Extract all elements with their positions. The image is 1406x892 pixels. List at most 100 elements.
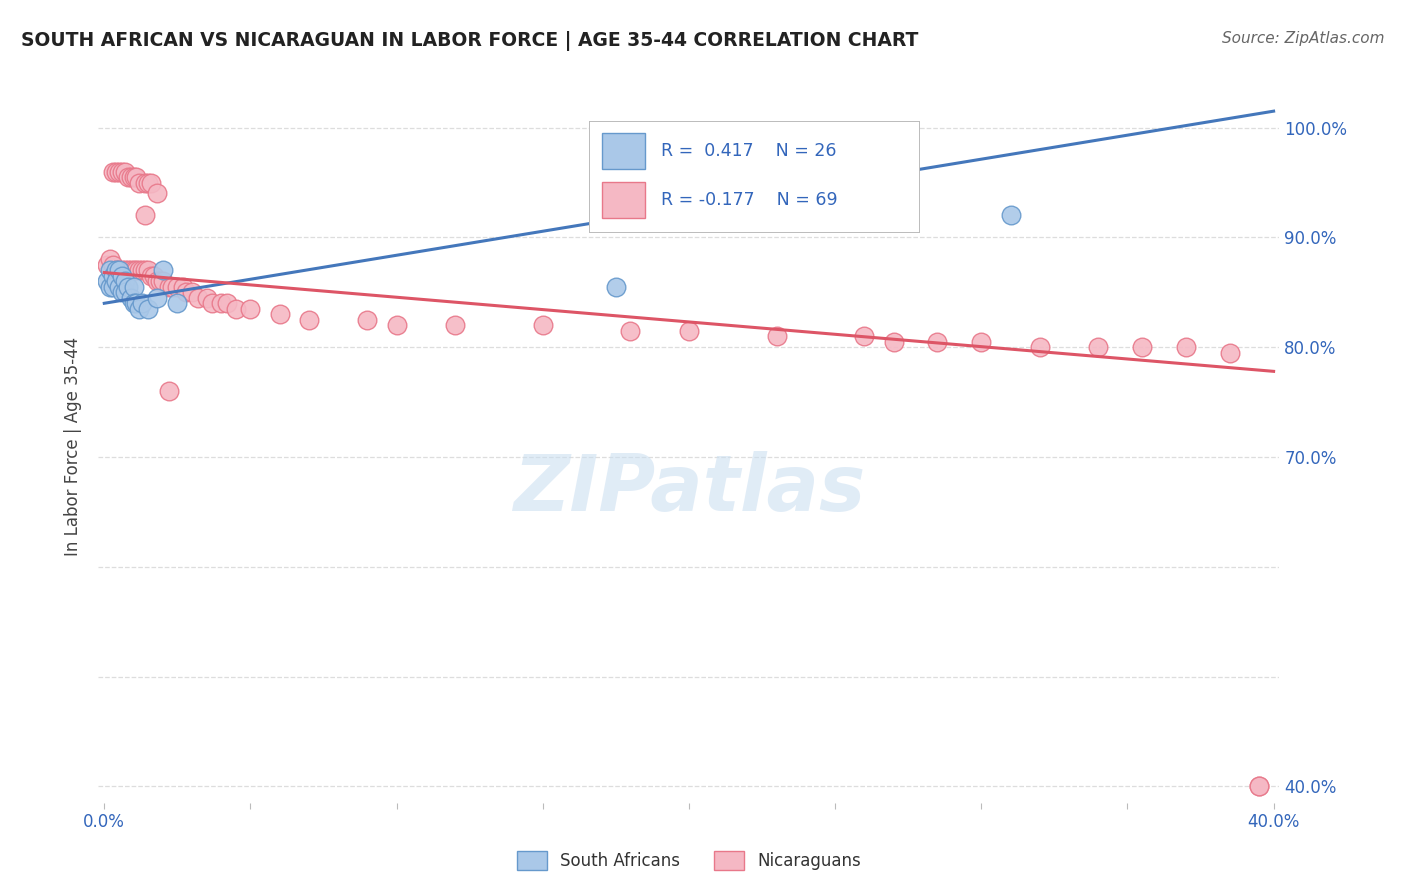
Point <box>111 164 134 178</box>
Point <box>104 274 127 288</box>
Point <box>1130 340 1153 354</box>
Point <box>122 169 145 184</box>
Point <box>136 176 159 190</box>
Point <box>108 263 131 277</box>
Point <box>1247 780 1270 794</box>
Point <box>98 263 121 277</box>
Point <box>385 318 408 333</box>
Point <box>149 274 172 288</box>
Point <box>181 285 204 300</box>
Point <box>120 169 142 184</box>
Point <box>157 280 180 294</box>
Point <box>883 334 905 349</box>
Point <box>765 329 787 343</box>
Point <box>1029 340 1052 354</box>
Point <box>166 296 188 310</box>
Point <box>101 258 124 272</box>
Point <box>1087 340 1109 354</box>
Point <box>152 274 174 288</box>
Point <box>104 164 127 178</box>
Point <box>269 307 291 321</box>
Point <box>225 301 247 316</box>
Point <box>114 285 136 300</box>
Point <box>120 263 142 277</box>
Point <box>139 176 162 190</box>
Point <box>143 268 166 283</box>
Point <box>1000 209 1022 223</box>
Point <box>108 164 131 178</box>
Point <box>128 301 150 316</box>
Point <box>125 169 148 184</box>
Point <box>187 291 209 305</box>
Legend: South Africans, Nicaraguans: South Africans, Nicaraguans <box>510 844 868 877</box>
Point <box>298 312 321 326</box>
Point <box>125 296 148 310</box>
Point <box>146 186 169 201</box>
Point <box>104 263 127 277</box>
Point <box>120 291 142 305</box>
Point <box>134 209 156 223</box>
Point <box>172 280 194 294</box>
Point <box>1219 345 1241 359</box>
Point <box>128 176 150 190</box>
Point <box>1174 340 1197 354</box>
Point <box>605 280 627 294</box>
Point <box>101 164 124 178</box>
Point <box>1247 780 1270 794</box>
Point <box>209 296 232 310</box>
Point <box>114 263 136 277</box>
Point <box>101 268 124 283</box>
Point <box>111 268 134 283</box>
Text: SOUTH AFRICAN VS NICARAGUAN IN LABOR FORCE | AGE 35-44 CORRELATION CHART: SOUTH AFRICAN VS NICARAGUAN IN LABOR FOR… <box>21 31 918 51</box>
Point <box>239 301 262 316</box>
Point <box>117 169 139 184</box>
Point <box>104 263 127 277</box>
Point <box>201 296 224 310</box>
Point <box>356 312 378 326</box>
Point <box>101 280 124 294</box>
Text: ZIPatlas: ZIPatlas <box>513 450 865 527</box>
Point <box>134 176 156 190</box>
Point <box>136 263 159 277</box>
Point <box>96 258 118 272</box>
Point <box>131 263 153 277</box>
Point <box>122 296 145 310</box>
Point <box>96 274 118 288</box>
Point <box>531 318 554 333</box>
Point <box>174 285 197 300</box>
Y-axis label: In Labor Force | Age 35-44: In Labor Force | Age 35-44 <box>65 336 83 556</box>
Point <box>122 263 145 277</box>
Point <box>108 280 131 294</box>
Point <box>125 263 148 277</box>
Point <box>970 334 993 349</box>
Point <box>157 384 180 398</box>
Point <box>108 263 131 277</box>
Point <box>134 263 156 277</box>
Text: Source: ZipAtlas.com: Source: ZipAtlas.com <box>1222 31 1385 46</box>
Point <box>927 334 949 349</box>
Point <box>117 263 139 277</box>
Point <box>444 318 467 333</box>
Point <box>98 252 121 267</box>
Point <box>853 329 876 343</box>
Point <box>678 324 700 338</box>
Point <box>131 296 153 310</box>
Point <box>128 263 150 277</box>
Point <box>111 263 134 277</box>
Point <box>619 324 641 338</box>
Point <box>152 263 174 277</box>
Point <box>98 280 121 294</box>
Point <box>114 164 136 178</box>
Point <box>146 291 169 305</box>
Point <box>215 296 238 310</box>
Point <box>195 291 218 305</box>
Point <box>114 274 136 288</box>
Point <box>117 280 139 294</box>
Point <box>136 301 159 316</box>
Point <box>166 280 188 294</box>
Point <box>139 268 162 283</box>
Point <box>111 285 134 300</box>
Point <box>160 280 183 294</box>
Point <box>146 274 169 288</box>
Point <box>122 280 145 294</box>
